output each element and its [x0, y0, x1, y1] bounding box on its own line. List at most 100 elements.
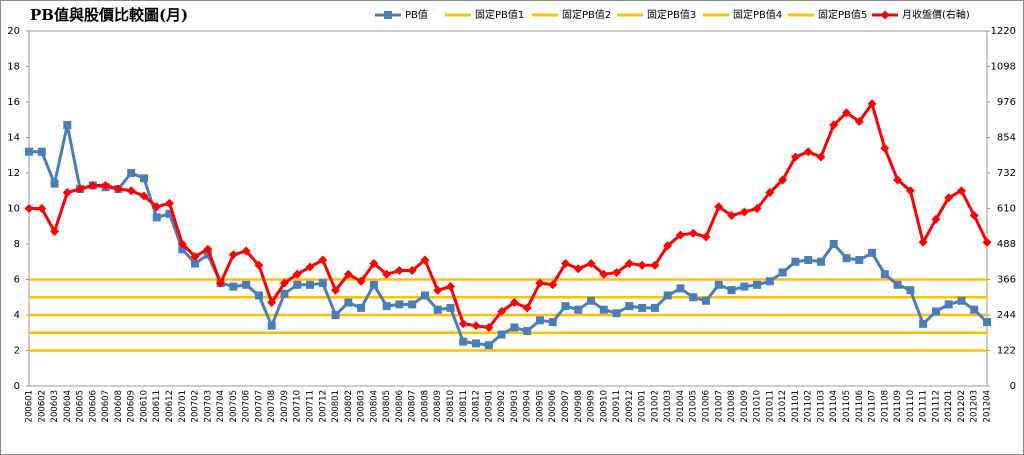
data-point: [343, 269, 353, 279]
x-tick-label: 200905: [535, 390, 545, 422]
data-point: [778, 268, 787, 277]
data-point: [408, 300, 417, 309]
x-tick-label: 201010: [753, 390, 763, 422]
data-point: [944, 300, 953, 309]
x-tick-label: 200608: [114, 390, 124, 422]
data-point: [970, 305, 979, 314]
x-tick-label: 200911: [612, 390, 622, 422]
data-point: [242, 280, 251, 289]
data-point: [714, 280, 723, 289]
x-tick-label: 200706: [242, 390, 252, 422]
data-point: [727, 210, 737, 220]
data-point: [203, 250, 212, 259]
x-tick-label: 200804: [369, 390, 379, 422]
data-point: [280, 289, 289, 298]
x-tick-label: 200702: [191, 390, 201, 422]
data-point: [624, 258, 634, 268]
data-point: [306, 280, 315, 289]
x-tick-label: 200703: [203, 390, 213, 422]
data-point: [765, 277, 774, 286]
legend-label: 固定PB值4: [733, 8, 782, 21]
data-point: [433, 285, 443, 295]
data-point: [357, 303, 366, 312]
data-point: [765, 187, 775, 197]
data-point: [318, 279, 327, 288]
data-point: [37, 147, 46, 156]
data-point: [803, 147, 813, 157]
x-tick-label: 201110: [906, 390, 916, 422]
data-point: [650, 260, 660, 270]
x-tick-label: 201009: [740, 390, 750, 422]
data-point: [650, 303, 659, 312]
x-tick-label: 201007: [714, 390, 724, 422]
x-tick-label: 200805: [382, 390, 392, 422]
data-point: [318, 255, 328, 265]
x-tick-label: 200809: [433, 390, 443, 422]
data-point: [267, 321, 276, 330]
data-point: [956, 186, 966, 196]
x-tick-label: 201011: [765, 390, 775, 422]
x-tick-label: 200701: [178, 390, 188, 422]
data-point: [893, 175, 903, 185]
data-point: [612, 309, 621, 318]
data-point: [983, 318, 991, 327]
data-point: [382, 302, 391, 311]
data-point: [75, 184, 85, 194]
x-tick-label: 201108: [880, 390, 890, 422]
data-point: [816, 257, 825, 266]
data-point: [548, 280, 558, 290]
data-point: [152, 202, 162, 212]
data-point: [356, 276, 366, 286]
data-point: [177, 239, 187, 249]
data-point: [791, 257, 800, 266]
data-point: [497, 307, 507, 317]
x-tick-label: 201201: [944, 390, 954, 422]
data-point: [37, 204, 47, 213]
data-point: [957, 296, 966, 305]
data-point: [905, 186, 915, 196]
data-point: [574, 305, 583, 314]
data-point: [893, 280, 902, 289]
x-tick-label: 201012: [778, 390, 788, 422]
data-point: [918, 237, 928, 247]
legend-label: 月收盤價(右軸): [902, 8, 970, 21]
y-tick-label: 12: [7, 168, 20, 179]
data-point: [50, 226, 60, 236]
data-point: [254, 260, 264, 270]
data-point: [203, 244, 213, 254]
x-tick-label: 200907: [561, 390, 571, 422]
x-tick-label: 200808: [420, 390, 430, 422]
x-tick-label: 200908: [574, 390, 584, 422]
data-point: [804, 255, 813, 264]
data-point: [931, 307, 940, 316]
y2-tick-label: 1098: [991, 62, 1016, 73]
x-tick-label: 201102: [804, 390, 814, 422]
x-tick-label: 200711: [306, 390, 316, 422]
x-tick-label: 200812: [472, 390, 482, 422]
x-tick-label: 200611: [152, 390, 162, 422]
x-tick-label: 200903: [510, 390, 520, 422]
legend-marker: [384, 11, 392, 19]
x-tick-label: 200909: [587, 390, 597, 422]
data-point: [101, 181, 111, 191]
x-tick-label: 200605: [76, 390, 86, 422]
x-tick-label: 201005: [689, 390, 699, 422]
y-tick-label: 14: [7, 133, 20, 144]
data-point: [458, 319, 468, 329]
data-point: [241, 246, 251, 256]
x-tick-label: 201106: [855, 390, 865, 422]
data-point: [446, 303, 455, 312]
x-tick-label: 200602: [37, 390, 47, 422]
x-tick-label: 200810: [446, 390, 456, 422]
data-point: [688, 228, 698, 238]
data-point: [216, 278, 226, 288]
x-tick-label: 200704: [216, 390, 226, 422]
x-tick-label: 201107: [868, 390, 878, 422]
data-point: [139, 174, 148, 183]
data-point: [561, 302, 570, 311]
legend-label: PB值: [405, 8, 428, 21]
y-tick-label: 0: [14, 381, 20, 392]
data-point: [790, 152, 800, 162]
